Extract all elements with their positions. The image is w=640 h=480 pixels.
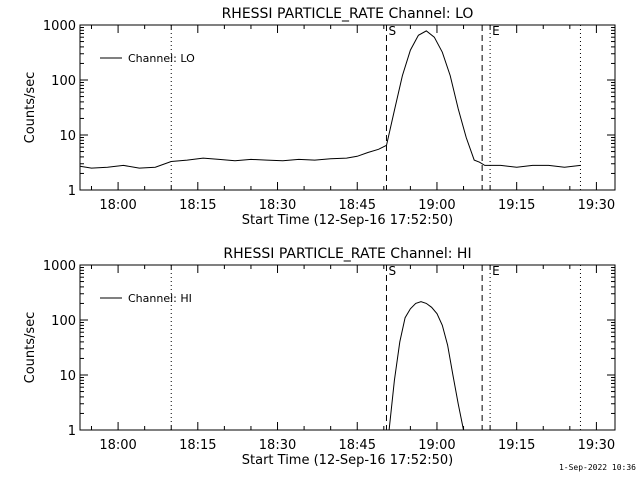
panel-2-x-tick-label: 18:45 [339,438,376,453]
panel-2-y-tick-label: 10 [59,369,76,384]
panel-1-x-tick-label: 18:30 [259,198,296,213]
panel-2-x-tick-label: 19:15 [498,438,535,453]
panel-1-legend-label: Channel: LO [128,52,195,65]
panel-1-plot-frame [79,24,616,191]
panel-2-plot-frame [79,264,616,431]
panel-1-x-tick-label: 19:15 [498,198,535,213]
panel-1-time-marker-label: S [388,24,396,38]
panel-2-y-tick-label: 1000 [43,259,76,274]
panel-2-x-tick-label: 18:00 [99,438,136,453]
panel-1-y-tick-label: 1000 [43,19,76,34]
panel-1-x-tick-label: 18:45 [339,198,376,213]
panel-1-chart-title: RHESSI PARTICLE_RATE Channel: LO [222,6,474,22]
footer-timestamp: 1-Sep-2022 10:36 [558,463,636,472]
panel-1-y-tick-label: 100 [51,74,76,89]
panel-2-x-axis-label: Start Time (12-Sep-16 17:52:50) [242,453,453,468]
panel-1-x-tick-label: 19:30 [578,198,615,213]
panel-1-x-tick-label: 18:00 [99,198,136,213]
panel-1-x-tick-label: 19:00 [418,198,455,213]
panel-2-y-axis-label: Counts/sec [23,312,38,384]
panel-2-time-marker-label: E [492,264,500,278]
panel-2-y-tick-label: 100 [51,314,76,329]
panel-1-series-line [80,30,581,169]
panel-1-y-axis-label: Counts/sec [23,72,38,144]
panel-2-chart-title: RHESSI PARTICLE_RATE Channel: HI [223,246,471,262]
panel-2-y-tick-label: 1 [68,424,76,439]
panel-1-x-axis-label: Start Time (12-Sep-16 17:52:50) [242,213,453,228]
panel-2-x-tick-label: 19:00 [418,438,455,453]
panel-1-y-tick-label: 1 [68,184,76,199]
panel-2-legend-label: Channel: HI [128,292,192,305]
panel-1-time-marker-label: E [492,24,500,38]
panel-1-y-tick-label: 10 [59,129,76,144]
panel-2-x-tick-label: 18:30 [259,438,296,453]
panel-2-x-tick-label: 18:15 [179,438,216,453]
panel-2-series-line [388,301,464,430]
panel-2-time-marker-label: S [388,264,396,278]
panel-1-x-tick-label: 18:15 [179,198,216,213]
panel-2-x-tick-label: 19:30 [578,438,615,453]
